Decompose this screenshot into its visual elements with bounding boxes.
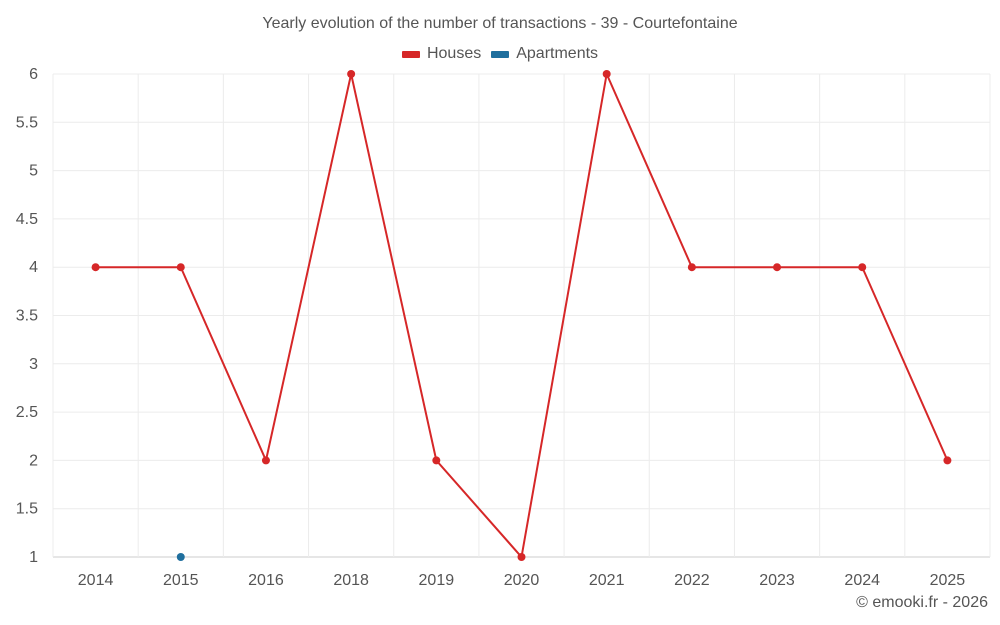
legend-label-houses: Houses: [426, 45, 482, 62]
data-point-houses: [602, 70, 611, 78]
y-tick-label: 4: [29, 259, 38, 276]
y-tick-label: 3: [29, 356, 38, 373]
y-tick-label: 2: [29, 452, 38, 469]
y-tick-label: 5: [29, 163, 38, 180]
y-tick-label: 5.5: [16, 114, 38, 131]
x-tick-label: 2015: [163, 572, 199, 589]
data-point-houses: [773, 263, 782, 272]
chart-title: Yearly evolution of the number of transa…: [262, 15, 738, 32]
legend-item-houses[interactable]: Houses: [401, 45, 482, 63]
y-tick-label: 3.5: [16, 308, 38, 325]
x-tick-label: 2019: [419, 572, 455, 589]
x-tick-label: 2022: [674, 572, 710, 589]
y-tick-label: 1: [29, 549, 38, 566]
y-tick-label: 6: [29, 66, 38, 83]
y-tick-label: 4.5: [16, 211, 38, 228]
legend-swatch-houses: [401, 50, 420, 58]
x-tick-label: 2018: [333, 572, 369, 589]
x-tick-label: 2025: [930, 572, 966, 589]
data-point-houses: [176, 263, 185, 272]
y-tick-label: 1.5: [16, 501, 38, 518]
data-point-houses: [261, 456, 270, 465]
x-tick-label: 2024: [844, 572, 880, 589]
x-tick-label: 2020: [504, 572, 540, 589]
legend-item-apartments[interactable]: Apartments: [491, 45, 598, 63]
legend: Houses Apartments: [0, 45, 1000, 63]
credit-text: © emooki.fr - 2026: [856, 594, 988, 611]
data-point-houses: [91, 263, 100, 272]
data-point-houses: [347, 70, 356, 78]
data-point-houses: [687, 263, 696, 272]
data-point-houses: [432, 456, 441, 465]
x-tick-label: 2021: [589, 572, 625, 589]
legend-label-apartments: Apartments: [516, 45, 599, 62]
x-tick-label: 2014: [78, 572, 114, 589]
y-tick-label: 2.5: [16, 404, 38, 421]
data-point-houses: [858, 263, 867, 272]
data-point-houses: [517, 553, 526, 561]
legend-swatch-apartments: [491, 50, 510, 58]
data-point-houses: [943, 456, 952, 465]
x-tick-label: 2016: [248, 572, 284, 589]
data-point-apartments: [176, 553, 185, 561]
x-tick-label: 2023: [759, 572, 795, 589]
